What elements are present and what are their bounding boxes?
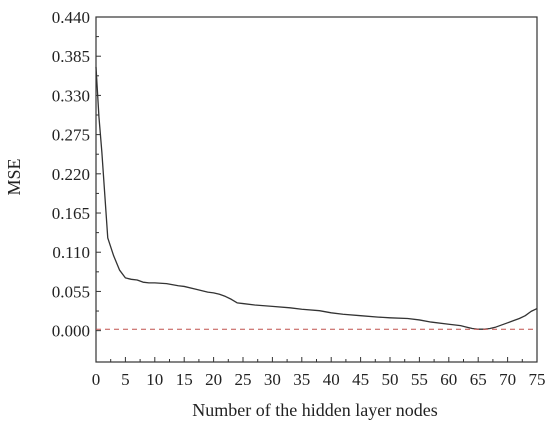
x-tick-label: 65 (470, 370, 487, 389)
x-tick-label: 35 (293, 370, 310, 389)
y-tick-label: 0.220 (52, 165, 90, 184)
y-axis-ticks: 0.000 0.055 0.110 0.165 0.220 0.275 0.330 0.385… (52, 8, 101, 341)
x-tick-label: 55 (411, 370, 428, 389)
y-tick-label: 0.055 (52, 282, 90, 301)
x-tick-label: 30 (264, 370, 281, 389)
x-tick-label: 20 (205, 370, 222, 389)
x-tick-label: 15 (176, 370, 193, 389)
x-axis-ticks: 0 5 10 15 20 25 30 35 40 45 50 55 60 65 70 75 (92, 357, 546, 389)
y-tick-label: 0.000 (52, 322, 90, 341)
x-tick-label: 40 (323, 370, 340, 389)
x-tick-label: 0 (92, 370, 101, 389)
x-tick-label: 60 (440, 370, 457, 389)
series-group (95, 66, 538, 330)
x-tick-label: 50 (382, 370, 399, 389)
y-tick-label: 0.385 (52, 47, 90, 66)
y-tick-label: 0.275 (52, 126, 90, 145)
y-tick-label: 0.330 (52, 86, 90, 105)
y-tick-label: 0.165 (52, 204, 90, 223)
mse-series-line (95, 66, 538, 330)
x-tick-label: 10 (146, 370, 163, 389)
y-tick-label: 0.440 (52, 8, 90, 27)
x-tick-label: 70 (499, 370, 516, 389)
x-tick-label: 45 (352, 370, 369, 389)
x-axis-label: Number of the hidden layer nodes (192, 400, 437, 420)
y-tick-label: 0.110 (52, 243, 90, 262)
x-tick-label: 75 (529, 370, 546, 389)
x-tick-label: 25 (235, 370, 252, 389)
y-axis-label: MSE (4, 158, 24, 195)
x-tick-label: 5 (121, 370, 130, 389)
